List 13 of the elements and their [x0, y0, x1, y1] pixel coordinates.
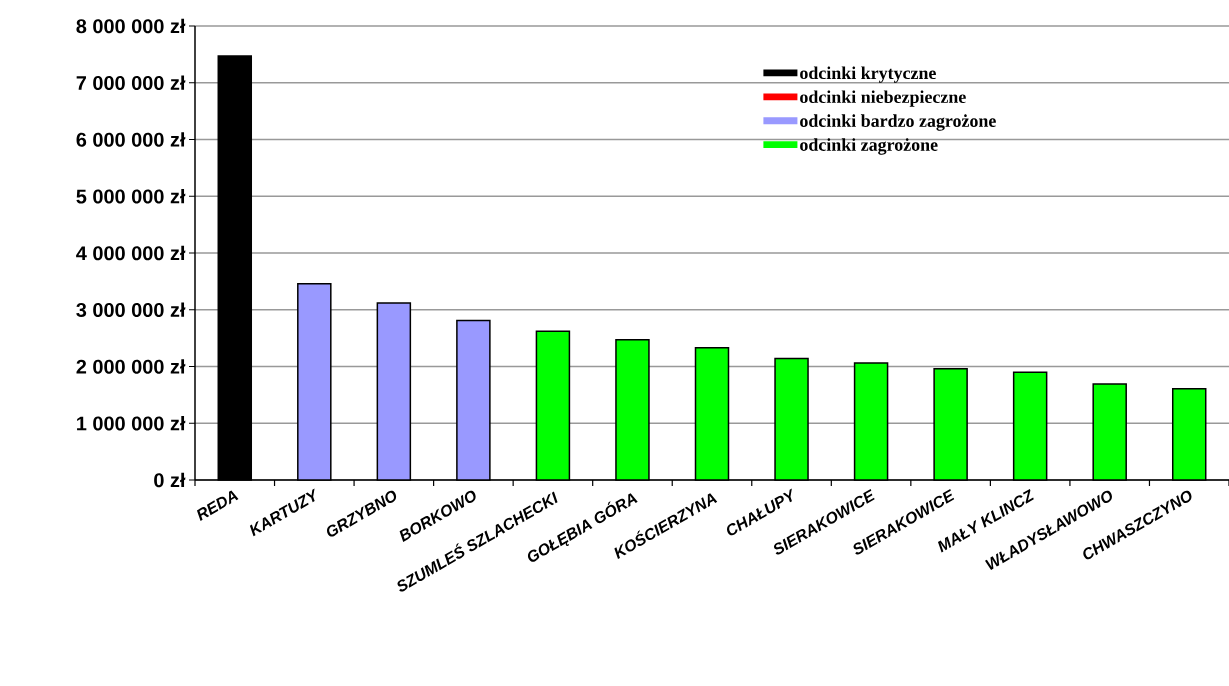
y-tick-label: 3 000 000 zł [76, 302, 186, 318]
y-tick-label: 5 000 000 zł [76, 188, 186, 204]
y-tick-label: 4 000 000 zł [76, 245, 186, 261]
y-tick-label: 8 000 000 zł [76, 18, 186, 34]
y-tick-label: 7 000 000 zł [76, 75, 186, 91]
legend-label: odcinki zagrożone [800, 138, 938, 155]
legend-label: odcinki bardzo zagrożone [800, 114, 996, 131]
y-tick-label: 0 zł [154, 472, 186, 488]
y-tick-label: 6 000 000 zł [76, 132, 186, 147]
legend-label: odcinki niebezpieczne [800, 90, 966, 107]
y-tick-label: 2 000 000 zł [76, 359, 186, 374]
legend-label: odcinki krytyczne [800, 66, 936, 83]
y-tick-label: 1 000 000 zł [77, 415, 186, 431]
